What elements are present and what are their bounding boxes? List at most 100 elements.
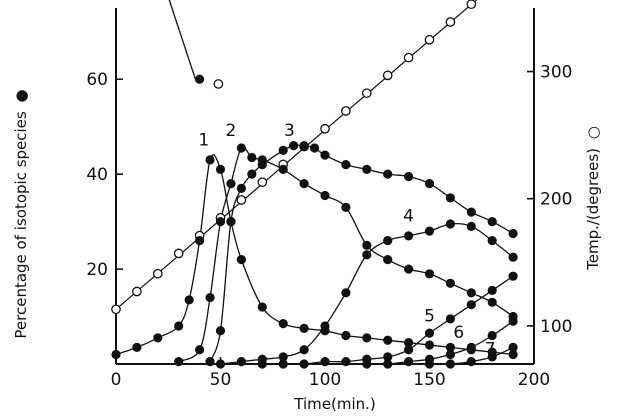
species-point bbox=[320, 357, 330, 367]
species-point bbox=[508, 271, 518, 281]
curve-label-4: 4 bbox=[403, 207, 414, 227]
species-point bbox=[383, 359, 393, 369]
species-point bbox=[174, 321, 184, 331]
species-point bbox=[247, 152, 257, 163]
temperature-point bbox=[403, 52, 414, 63]
species-point bbox=[299, 345, 309, 355]
species-point bbox=[341, 330, 351, 341]
species-point bbox=[309, 143, 320, 153]
species-point bbox=[404, 231, 414, 241]
species-point bbox=[424, 226, 435, 236]
curve-label-1: 1 bbox=[198, 131, 209, 151]
species-point bbox=[289, 141, 299, 151]
species-point bbox=[445, 278, 455, 288]
temperature-point bbox=[424, 34, 435, 45]
species-point bbox=[236, 357, 246, 367]
curve-label-3: 3 bbox=[284, 121, 295, 141]
species-point bbox=[247, 169, 257, 179]
species-point bbox=[111, 349, 121, 360]
species-point bbox=[215, 164, 226, 174]
species-point bbox=[424, 179, 435, 189]
left-y-axis-title: Percentage of isotopic species bbox=[12, 111, 30, 339]
y-tick-label: 20 bbox=[86, 260, 108, 280]
species-point bbox=[362, 359, 372, 369]
species-point bbox=[508, 342, 518, 352]
right-y-axis-title: Temp./(degrees) bbox=[584, 148, 602, 271]
species-point bbox=[226, 179, 236, 189]
species-point bbox=[257, 302, 267, 312]
y2-tick-label: 300 bbox=[540, 63, 572, 83]
species-point bbox=[278, 164, 288, 174]
temperature-point bbox=[257, 177, 268, 188]
species-point bbox=[466, 300, 476, 310]
species-point bbox=[362, 333, 372, 343]
species-point bbox=[445, 219, 455, 229]
temperature-point bbox=[361, 88, 372, 99]
svg-text:Temp./(degrees) ○: Temp./(degrees) ○ bbox=[584, 126, 602, 271]
species-point bbox=[278, 319, 288, 329]
x-tick-label: 100 bbox=[309, 370, 341, 390]
temperature-point bbox=[445, 17, 456, 27]
species-point bbox=[226, 217, 236, 227]
species-point bbox=[236, 183, 246, 193]
species-point bbox=[236, 254, 246, 265]
temperature-point bbox=[152, 268, 163, 279]
species-point bbox=[320, 321, 330, 331]
species-point bbox=[205, 155, 215, 165]
species-point bbox=[404, 171, 414, 182]
species-point bbox=[424, 359, 435, 369]
species-point bbox=[257, 160, 267, 170]
species-point bbox=[508, 316, 518, 326]
species-point bbox=[445, 314, 455, 324]
y-tick-label: 60 bbox=[86, 70, 108, 90]
species-point bbox=[487, 297, 497, 307]
species-curve-3 bbox=[209, 144, 514, 362]
species-point bbox=[205, 292, 215, 303]
species-point bbox=[215, 326, 226, 336]
species-point bbox=[278, 359, 288, 369]
species-point bbox=[195, 235, 205, 246]
points-layer bbox=[111, 0, 518, 369]
species-point bbox=[487, 330, 497, 341]
temperature-point bbox=[382, 70, 393, 81]
species-point bbox=[341, 288, 351, 298]
temperature-point bbox=[341, 106, 351, 116]
species-point bbox=[153, 333, 163, 343]
temperature-point bbox=[111, 304, 121, 315]
species-point bbox=[404, 357, 414, 367]
species-point bbox=[278, 145, 288, 155]
temperature-outlier-point bbox=[213, 79, 224, 89]
species-point bbox=[215, 217, 226, 227]
right-y-axis-title-group: Temp./(degrees) ○ bbox=[584, 126, 602, 271]
species-point bbox=[362, 240, 372, 250]
species-point bbox=[383, 352, 393, 362]
initial-decay-segment bbox=[168, 0, 197, 80]
species-point bbox=[487, 235, 497, 246]
species-point bbox=[341, 202, 351, 212]
species-point bbox=[466, 357, 476, 367]
species-point bbox=[424, 328, 435, 338]
species-point bbox=[508, 228, 518, 239]
species-point bbox=[424, 269, 435, 279]
species-point bbox=[383, 254, 393, 265]
left-y-axis-marker: ● bbox=[12, 89, 30, 102]
plot-frame bbox=[115, 8, 535, 365]
species-point bbox=[466, 342, 476, 352]
species-point bbox=[445, 349, 455, 360]
species-point bbox=[404, 345, 414, 355]
curve-label-5: 5 bbox=[424, 306, 435, 326]
species-point bbox=[278, 352, 288, 362]
species-point bbox=[299, 141, 309, 151]
species-point bbox=[174, 357, 184, 367]
curve-label-2: 2 bbox=[226, 121, 237, 141]
species-point bbox=[341, 160, 351, 170]
temperature-point bbox=[466, 0, 477, 10]
x-tick-label: 200 bbox=[518, 370, 550, 390]
species-point bbox=[487, 217, 497, 227]
species-point bbox=[236, 143, 246, 153]
right-y-axis-marker: ○ bbox=[584, 126, 602, 139]
species-point bbox=[195, 74, 205, 84]
species-point bbox=[404, 264, 414, 274]
